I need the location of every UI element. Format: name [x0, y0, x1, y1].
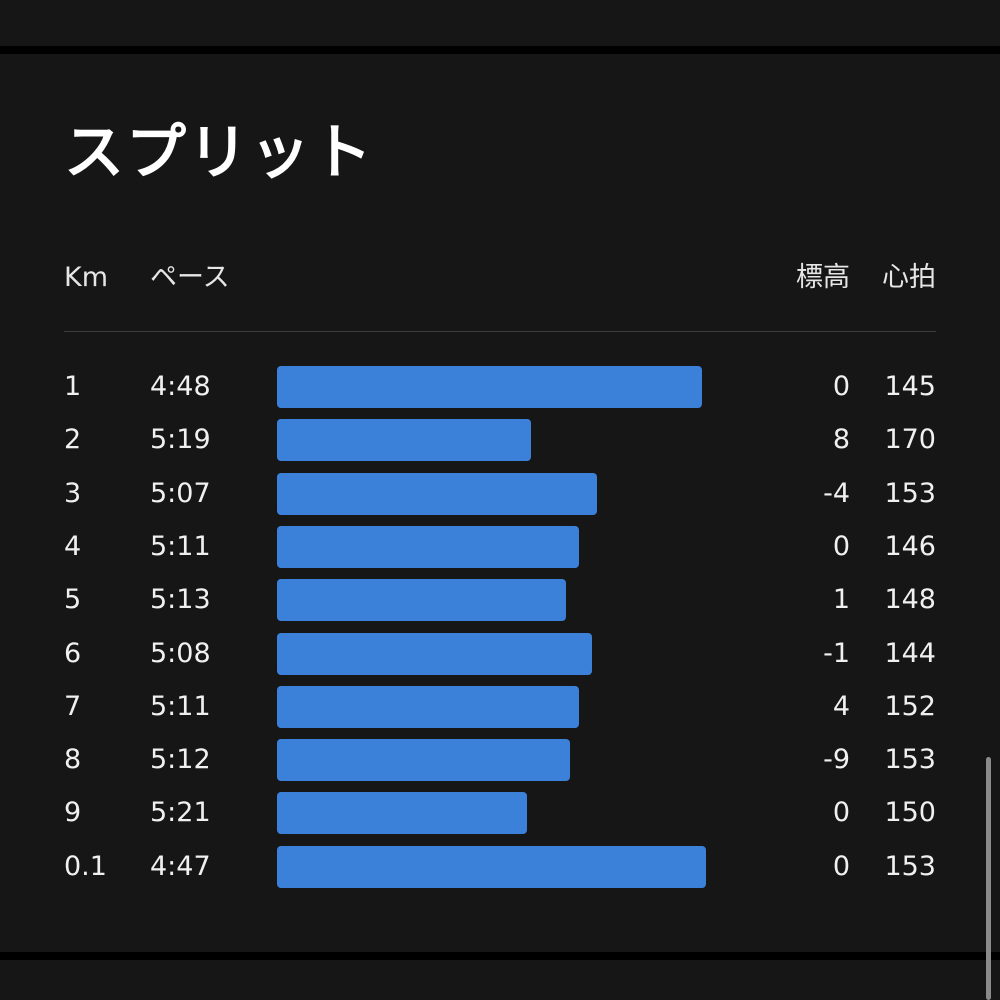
split-elevation: 0	[832, 530, 850, 562]
split-km: 0.1	[64, 850, 107, 882]
split-row: 8 5:12 -9 153	[0, 739, 1000, 792]
pace-bar	[277, 685, 579, 728]
split-pace: 5:21	[150, 797, 211, 829]
split-row: 3 5:07 -4 153	[0, 472, 1000, 526]
pace-bar	[277, 472, 597, 515]
split-pace: 5:11	[150, 530, 211, 562]
split-elevation: 0	[832, 371, 850, 402]
split-km: 4	[64, 530, 82, 562]
split-pace: 5:12	[150, 744, 211, 776]
split-km: 6	[64, 637, 82, 669]
page-title: スプリット	[64, 118, 374, 188]
column-header-km: Km	[64, 262, 109, 293]
split-elevation: 0	[832, 797, 850, 829]
split-pace: 5:07	[150, 477, 211, 509]
split-row: 5 5:13 1 148	[0, 579, 1000, 632]
scrollbar[interactable]	[986, 757, 991, 1000]
split-pace: 5:13	[150, 584, 211, 616]
split-elevation: -4	[823, 477, 850, 509]
header-divider	[64, 331, 936, 332]
split-elevation: 8	[832, 424, 850, 456]
split-pace: 5:08	[150, 637, 211, 669]
split-row: 7 5:11 4 152	[0, 685, 1000, 739]
split-elevation: 4	[832, 690, 850, 722]
split-heart-rate: 150	[884, 797, 936, 829]
split-heart-rate: 152	[884, 690, 936, 722]
split-heart-rate: 153	[884, 744, 936, 776]
split-km: 9	[64, 797, 82, 829]
split-km: 2	[64, 424, 82, 456]
split-km: 3	[64, 477, 82, 509]
pace-bar	[277, 419, 531, 462]
split-elevation: 1	[832, 584, 850, 616]
split-heart-rate: 153	[884, 850, 936, 882]
splits-card: スプリット Km ペース 標高 心拍 1 4:48 0 145 2 5:19 8 170 3 5:…	[0, 54, 1000, 952]
split-elevation: -9	[823, 744, 850, 776]
column-header-elevation: 標高	[796, 262, 850, 293]
split-row: 2 5:19 8 170	[0, 419, 1000, 472]
split-km: 1	[64, 371, 82, 402]
pace-bar	[277, 792, 527, 835]
split-heart-rate: 170	[884, 424, 936, 456]
pace-bar	[277, 632, 592, 675]
column-header-heart-rate: 心拍	[882, 262, 936, 293]
split-row: 0.1 4:47 0 153	[0, 845, 1000, 899]
column-header-pace: ペース	[150, 262, 230, 293]
split-pace: 4:48	[150, 371, 211, 402]
split-pace: 4:47	[150, 850, 211, 882]
next-card	[0, 960, 1000, 1000]
split-elevation: -1	[823, 637, 850, 669]
pace-bar	[277, 579, 566, 622]
split-km: 7	[64, 690, 82, 722]
split-row: 4 5:11 0 146	[0, 525, 1000, 579]
split-heart-rate: 145	[884, 371, 936, 402]
split-heart-rate: 148	[884, 584, 936, 616]
splits-list: 1 4:48 0 145 2 5:19 8 170 3 5:07 -4 153 4 5:11 0 146 5 5:…	[0, 54, 1000, 952]
pace-bar	[277, 845, 706, 888]
split-elevation: 0	[832, 850, 850, 882]
pace-bar	[277, 739, 570, 782]
split-heart-rate: 146	[884, 530, 936, 562]
pace-bar	[277, 525, 579, 568]
split-row: 1 4:48 0 145	[0, 366, 1000, 419]
split-row: 9 5:21 0 150	[0, 792, 1000, 845]
split-pace: 5:19	[150, 424, 211, 456]
previous-card	[0, 0, 1000, 46]
pace-bar	[277, 366, 702, 408]
split-km: 8	[64, 744, 82, 776]
split-heart-rate: 144	[884, 637, 936, 669]
split-km: 5	[64, 584, 82, 616]
split-heart-rate: 153	[884, 477, 936, 509]
split-pace: 5:11	[150, 690, 211, 722]
split-row: 6 5:08 -1 144	[0, 632, 1000, 686]
